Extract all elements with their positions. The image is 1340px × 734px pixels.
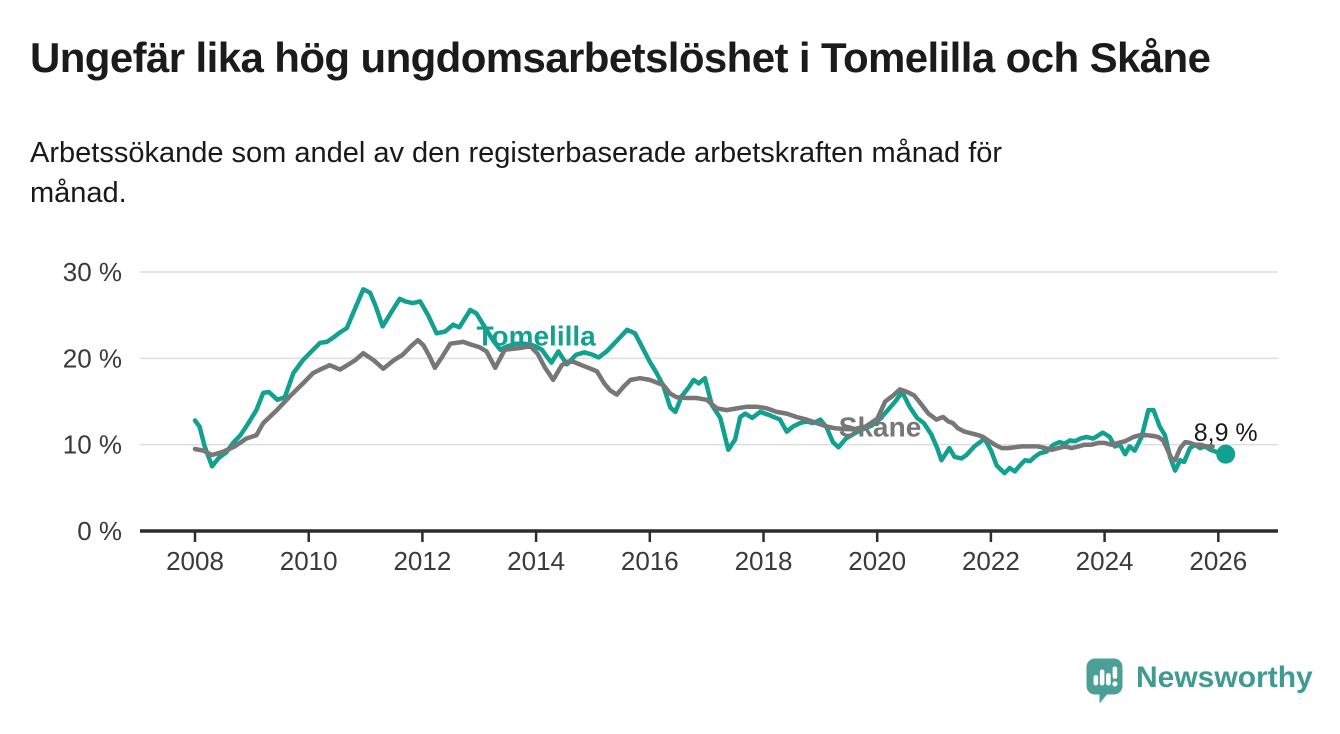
series-end-dot: [1216, 444, 1236, 464]
y-tick-label: 30 %: [63, 257, 122, 287]
y-tick-label: 0 %: [77, 516, 122, 546]
series-label-skane: Skåne: [839, 411, 922, 442]
latest-value-label: 8,9 %: [1194, 419, 1258, 447]
x-tick-label: 2016: [621, 546, 679, 576]
series-line-tomelilla: [192, 287, 1228, 476]
bar-chart-speech-bubble-icon: [1086, 658, 1123, 704]
newsworthy-logo: Newsworthy: [1086, 658, 1313, 704]
x-tick-label: 2018: [735, 546, 793, 576]
y-tick-label: 10 %: [63, 430, 122, 460]
x-tick-label: 2024: [1076, 546, 1134, 576]
page-subtitle: Arbetssökande som andel av den registerb…: [30, 137, 1003, 209]
x-tick-label: 2008: [166, 546, 224, 576]
x-tick-label: 2026: [1189, 546, 1247, 576]
series-line-skane: [192, 337, 1215, 463]
series-label-tomelilla: Tomelilla: [476, 320, 596, 351]
y-tick-label: 20 %: [63, 343, 122, 373]
x-tick-label: 2014: [507, 546, 565, 576]
page-title: Ungefär lika hög ungdomsarbetslöshet i T…: [30, 34, 1211, 81]
x-tick-label: 2012: [393, 546, 451, 576]
x-tick-label: 2022: [962, 546, 1020, 576]
x-tick-label: 2010: [280, 546, 338, 576]
brand-name: Newsworthy: [1136, 661, 1313, 694]
x-tick-label: 2020: [848, 546, 906, 576]
